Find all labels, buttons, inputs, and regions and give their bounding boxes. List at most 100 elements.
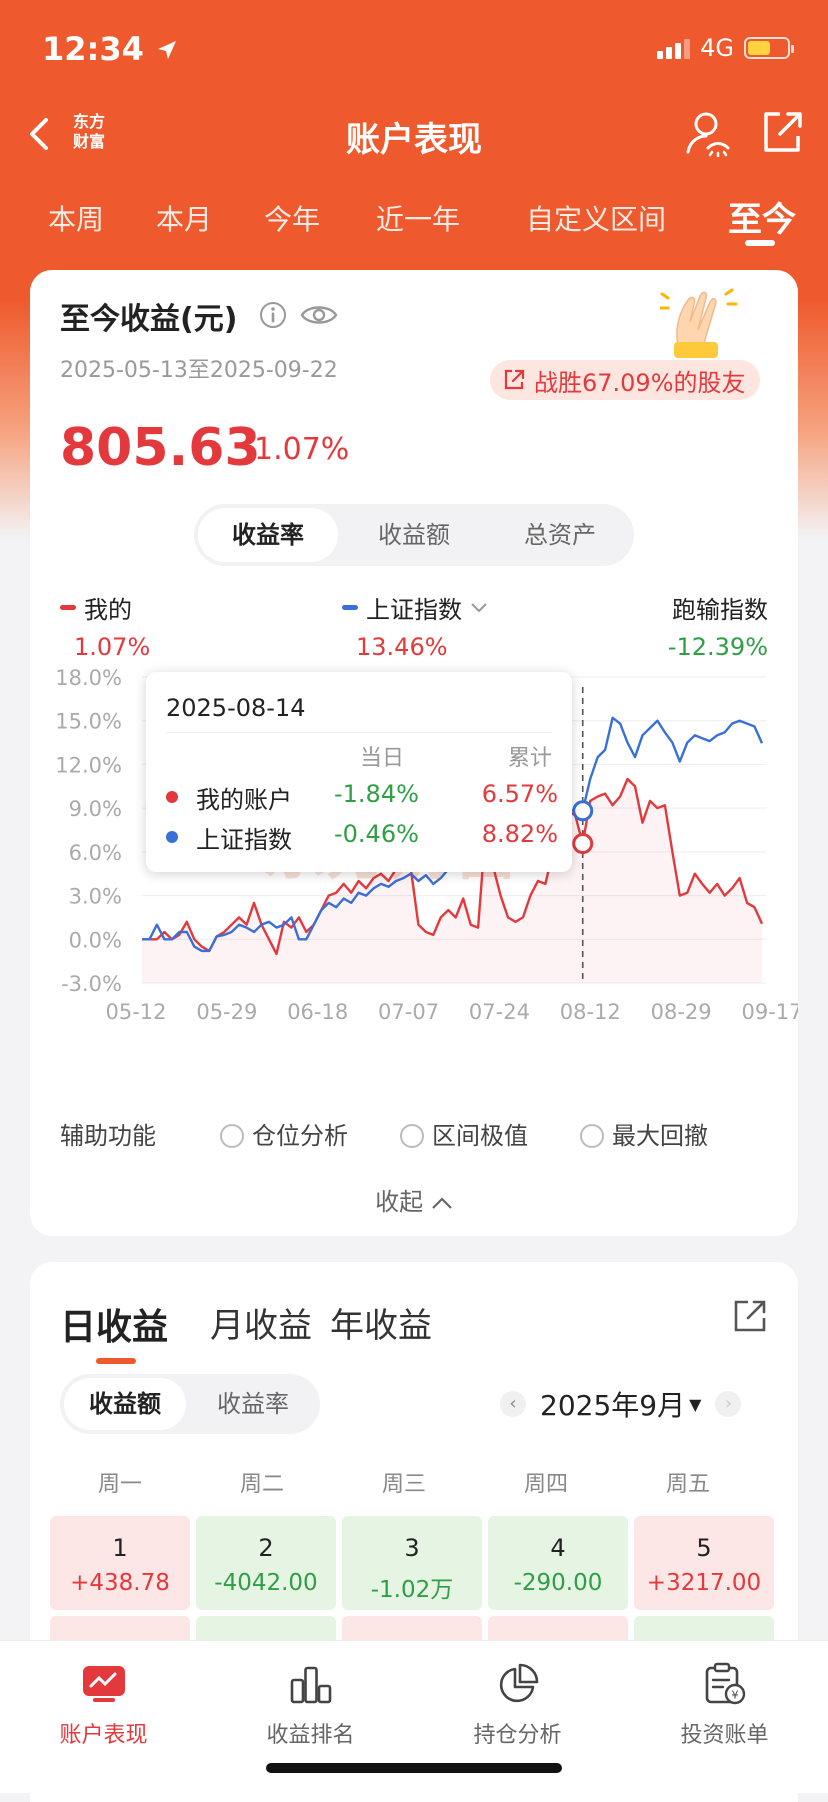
day-number: 4 — [550, 1534, 566, 1562]
legend-index-label: 上证指数 — [366, 596, 462, 624]
legend-diff-label: 跑输指数 — [672, 596, 768, 624]
weekday-label: 周一 — [97, 1472, 142, 1497]
pie-chart-icon — [499, 1663, 538, 1703]
x-tick-label: 06-18 — [287, 1000, 348, 1024]
x-tick-label: 05-12 — [105, 1000, 166, 1024]
summary-card: 至今收益(元) 2025-05-13至2025-09-22 战胜67.09%的股… — [30, 270, 798, 1236]
eye-icon[interactable] — [300, 300, 338, 330]
tooltip-divider — [166, 732, 552, 733]
index-highlight-point — [572, 800, 594, 822]
location-arrow-icon — [158, 41, 176, 59]
bill-icon: ¥ — [705, 1662, 745, 1705]
aux-option-drawdown[interactable]: 最大回撤 — [580, 1116, 708, 1151]
weekday-label: 周三 — [381, 1472, 426, 1497]
weekday-label: 周五 — [665, 1472, 710, 1497]
range-tab-week[interactable]: 本周 — [48, 203, 105, 236]
tooltip-row-mine: 我的账户 -1.84% 6.57% — [166, 780, 558, 814]
legend-diff: 跑输指数 -12.39% — [610, 590, 768, 661]
tooltip-row-name: 上证指数 — [196, 826, 292, 854]
seg-return-rate[interactable]: 收益率 — [198, 508, 338, 562]
beat-badge[interactable]: 战胜67.09%的股友 — [490, 360, 760, 400]
mine-highlight-point — [572, 833, 594, 855]
range-tab-custom[interactable]: 自定义区间 — [526, 203, 667, 236]
status-time: 12:34 — [42, 30, 179, 68]
tooltip-head-cum: 累计 — [507, 746, 552, 771]
tab-monthly[interactable]: 月收益 — [210, 1306, 312, 1346]
legend-index-value: 13.46% — [356, 633, 448, 661]
tab-label: 账户表现 — [59, 1723, 148, 1748]
day-value: -4042.00 — [214, 1570, 318, 1596]
tooltip-row-daily: -1.84% — [334, 780, 419, 808]
calendar-day[interactable]: 4 -290.00 — [488, 1516, 628, 1610]
tab-yearly[interactable]: 年收益 — [330, 1306, 432, 1346]
battery-icon — [744, 37, 794, 59]
tab-investment-bill[interactable]: ¥ 投资账单 — [621, 1655, 828, 1749]
bottom-tab-bar: 账户表现 收益排名 持仓分析 ¥ 投资账单 — [0, 1640, 828, 1793]
user-eye-icon[interactable] — [684, 108, 732, 158]
page-title: 账户表现 — [346, 120, 482, 160]
mine-swatch — [60, 605, 76, 610]
seg-rate[interactable]: 收益率 — [217, 1390, 289, 1418]
day-number: 2 — [258, 1534, 274, 1562]
info-icon[interactable] — [258, 300, 288, 330]
x-tick-label: 05-29 — [196, 1000, 257, 1024]
tab-profit-ranking[interactable]: 收益排名 — [207, 1655, 414, 1749]
range-tabs: 本周 本月 今年 近一年 自定义区间 至今 — [0, 190, 828, 250]
tab-account-performance[interactable]: 账户表现 — [0, 1655, 207, 1749]
aux-option-label: 仓位分析 — [252, 1122, 348, 1150]
calendar-day[interactable]: 5 +3217.00 — [634, 1516, 774, 1610]
tab-daily[interactable]: 日收益 — [60, 1307, 169, 1348]
y-tick-label: 15.0% — [55, 710, 122, 734]
legend-mine: 我的 1.07% — [60, 590, 150, 661]
collapse-button[interactable]: 收起 — [30, 1182, 798, 1217]
y-tick-label: 0.0% — [69, 928, 122, 952]
weekday-label: 周四 — [523, 1472, 568, 1497]
share-icon[interactable] — [732, 1298, 768, 1334]
status-time-text: 12:34 — [42, 30, 144, 68]
aux-option-label: 最大回撤 — [612, 1122, 708, 1150]
tab-holdings-analysis[interactable]: 持仓分析 — [414, 1655, 621, 1749]
calendar-day[interactable]: 1 +438.78 — [50, 1516, 190, 1610]
seg-return-amount[interactable]: 收益额 — [378, 521, 450, 549]
chart-card-icon — [82, 1666, 125, 1702]
calendar-day[interactable]: 2 -4042.00 — [196, 1516, 336, 1610]
y-tick-label: -3.0% — [61, 972, 122, 996]
index-swatch — [342, 605, 358, 610]
day-value: -290.00 — [513, 1570, 603, 1596]
tooltip-dot-index — [166, 831, 178, 843]
share-icon[interactable] — [758, 108, 806, 156]
svg-text:¥: ¥ — [731, 1689, 738, 1702]
date-range: 2025-05-13至2025-09-22 — [60, 358, 338, 383]
chart-mode-segment: 收益率 收益额 总资产 — [194, 504, 634, 566]
seg-total-assets[interactable]: 总资产 — [524, 521, 596, 549]
month-label[interactable]: 2025年9月 — [540, 1389, 686, 1422]
chart-tooltip: 2025-08-14 当日 累计 我的账户 -1.84% 6.57% 上证指数 … — [146, 672, 572, 872]
tab-indicator — [96, 1358, 136, 1364]
nav-bar: 东方财富 账户表现 — [0, 100, 828, 170]
radio-icon — [400, 1124, 424, 1148]
aux-option-extremes[interactable]: 区间极值 — [400, 1116, 528, 1151]
x-tick-label: 08-29 — [651, 1000, 712, 1024]
tab-label: 投资账单 — [680, 1723, 769, 1748]
caret-down-icon[interactable]: ▼ — [689, 1394, 702, 1414]
range-tab-month[interactable]: 本月 — [156, 203, 213, 236]
eastmoney-logo: 东方财富 — [66, 110, 112, 156]
back-icon[interactable] — [22, 112, 62, 156]
calendar-day[interactable]: 3 -1.02万 — [342, 1516, 482, 1610]
legend-diff-value: -12.39% — [667, 633, 768, 661]
prev-month-icon[interactable]: ‹ — [500, 1391, 526, 1417]
range-tab-all[interactable]: 至今 — [728, 200, 796, 240]
total-profit-pct: 1.07% — [254, 432, 350, 467]
y-tick-label: 6.0% — [69, 841, 122, 865]
month-selector: ‹ 2025年9月 ▼ › — [500, 1384, 742, 1424]
signal-icon — [657, 37, 691, 59]
legend-index[interactable]: 上证指数 13.46% — [342, 590, 488, 661]
range-tab-year[interactable]: 今年 — [264, 203, 321, 236]
next-month-icon[interactable]: › — [715, 1391, 742, 1417]
range-tab-past-year[interactable]: 近一年 — [376, 203, 461, 236]
day-number: 3 — [404, 1534, 420, 1562]
radio-icon — [580, 1124, 604, 1148]
aux-option-position[interactable]: 仓位分析 — [220, 1116, 348, 1151]
seg-amount[interactable]: 收益额 — [64, 1378, 186, 1430]
day-value: +3217.00 — [646, 1570, 762, 1596]
